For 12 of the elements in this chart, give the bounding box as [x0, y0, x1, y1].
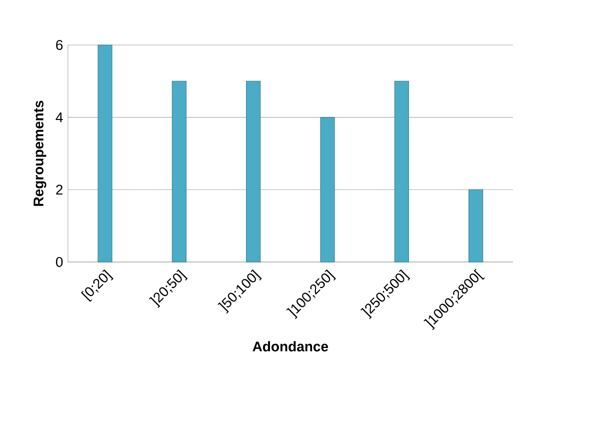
bar	[468, 189, 484, 262]
bar	[246, 80, 261, 262]
bar	[172, 80, 186, 262]
y-tick-label: 6	[56, 40, 63, 50]
bar	[320, 117, 335, 262]
x-axis-title: Adondance	[252, 341, 328, 352]
y-tick-label: 2	[56, 184, 62, 195]
y-axis-title: Regroupements	[34, 100, 46, 206]
y-tick-label: 4	[56, 112, 63, 122]
y-tick-label: 0	[56, 257, 63, 267]
bar	[98, 44, 112, 262]
bar	[394, 80, 409, 262]
